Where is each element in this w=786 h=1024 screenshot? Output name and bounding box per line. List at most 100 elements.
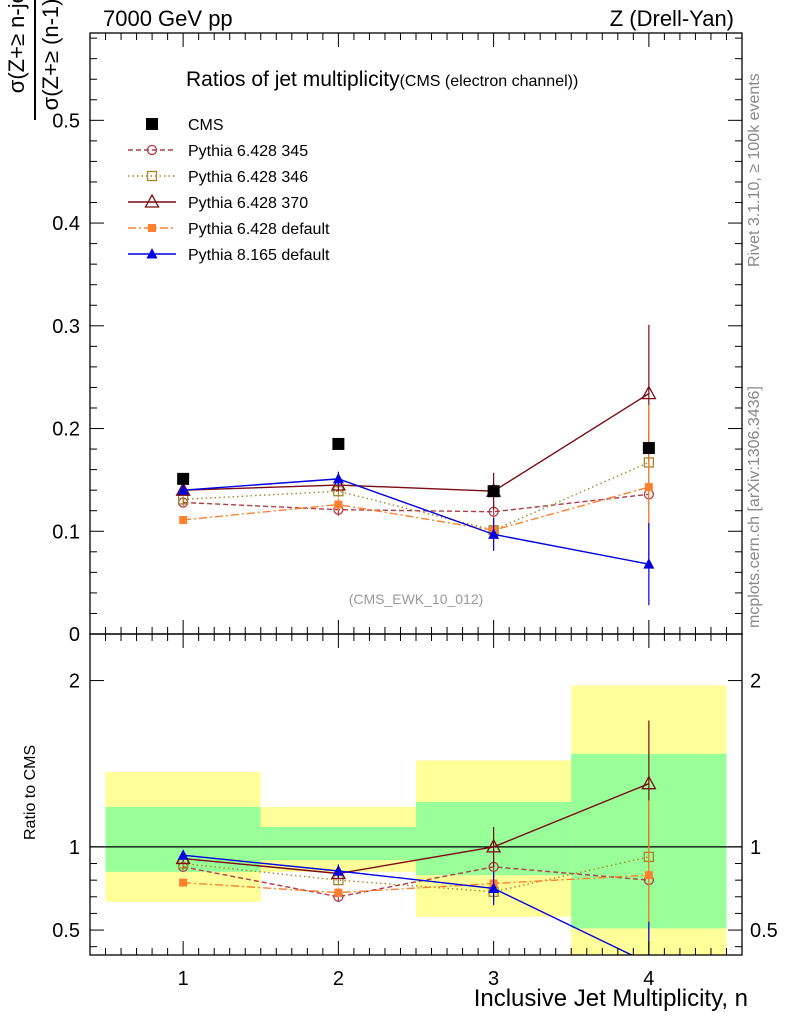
legend-marker-shape	[148, 224, 156, 232]
ratio-y-tick-label-left: 1	[69, 837, 80, 859]
ratio-point-pythia-8-165-default-shape	[177, 849, 189, 860]
main-y-tick-label: 0.5	[52, 110, 80, 132]
legend-marker	[146, 248, 158, 259]
x-tick-label: 1	[178, 968, 189, 990]
ratio-point-pythia-6-428-default-shape	[334, 888, 343, 897]
ratio-point-pythia-6-428-default	[334, 888, 343, 897]
main-data-points	[177, 437, 655, 498]
main-line-pythia-6-428-345	[183, 493, 649, 513]
main-point-pythia-8-165-default	[177, 484, 189, 495]
data-point-cms-shape	[332, 437, 345, 450]
chart-title-main: Ratios of jet multiplicity	[186, 68, 400, 91]
ratio-point-pythia-6-428-370	[641, 775, 657, 790]
data-point-cms	[177, 472, 190, 485]
main-point-pythia-8-165-default-shape	[332, 472, 344, 484]
main-point-pythia-6-428-default	[644, 483, 653, 492]
main-y-tick-label: 0.2	[52, 419, 80, 441]
main-y-ticks	[90, 37, 742, 635]
ratio-point-pythia-8-165-default	[177, 849, 189, 860]
ratio-point-pythia-8-165-default-shape	[332, 865, 344, 876]
main-point-pythia-6-428-370	[175, 481, 191, 496]
main-y-tick-label: 0.4	[52, 213, 80, 235]
ratio-point-pythia-6-428-370-shape	[641, 775, 657, 790]
ratio-point-pythia-6-428-default-shape	[179, 878, 188, 887]
ratio-point-pythia-6-428-default	[644, 871, 653, 880]
main-point-pythia-8-165-default-shape	[643, 558, 655, 569]
main-point-pythia-6-428-default	[179, 515, 188, 524]
legend-label: Pythia 6.428 345	[188, 143, 308, 160]
analysis-watermark: (CMS_EWK_10_012)	[349, 591, 484, 607]
data-point-cms	[332, 437, 345, 450]
main-point-pythia-6-428-370-shape	[175, 481, 191, 496]
main-point-pythia-8-165-default-shape	[488, 528, 500, 539]
main-point-pythia-6-428-370	[330, 476, 346, 491]
ratio-point-pythia-6-428-370	[486, 838, 502, 853]
main-y-tick-label: 0.3	[52, 316, 80, 338]
data-point-cms	[487, 485, 500, 498]
x-ticks	[105, 33, 727, 955]
legend-marker	[146, 118, 158, 130]
legend-marker-shape	[146, 144, 158, 156]
legend-marker-shape	[146, 170, 158, 182]
ratio-line-pythia-6-428-default	[183, 874, 649, 894]
ratio-y-tick-label-left: 2	[69, 671, 80, 693]
ratio-point-pythia-8-165-default	[332, 865, 344, 876]
main-point-pythia-6-428-370-shape	[641, 385, 657, 400]
ratio-y-ticks	[90, 680, 742, 948]
main-line-pythia-6-428-346	[183, 461, 650, 531]
main-point-pythia-6-428-default	[334, 500, 343, 509]
ratio-series-pythia-8-165-default	[177, 849, 654, 968]
uncertainty-band-green	[260, 826, 416, 861]
ratio-point-pythia-8-165-default	[643, 957, 654, 968]
ratio-y-tick-label-left: 0.5	[52, 920, 80, 942]
main-y-tick-label: 0	[69, 624, 80, 646]
legend-label: Pythia 6.428 default	[188, 221, 330, 238]
main-point-pythia-6-428-default-shape	[334, 500, 343, 509]
legend: CMS Pythia 6.428 345 Pythia 6.428 346 Pythi…	[128, 117, 330, 264]
data-point-cms-shape	[642, 442, 655, 455]
legend-marker-shape	[146, 118, 158, 130]
legend-label: Pythia 6.428 346	[188, 169, 308, 186]
main-series-pythia-6-428-345	[177, 432, 655, 556]
ratio-point-pythia-6-428-default	[179, 878, 188, 887]
main-series-pythia-6-428-370	[175, 324, 657, 510]
main-line-pythia-8-165-default	[183, 478, 649, 565]
legend-label: CMS	[188, 117, 224, 134]
ratio-bands	[105, 685, 727, 955]
main-point-pythia-8-165-default	[643, 558, 655, 569]
main-series-pythia-8-165-default	[177, 471, 655, 606]
main-point-pythia-8-165-default	[488, 528, 500, 539]
chart-title: Ratios of jet multiplicity(CMS (electron…	[186, 68, 578, 91]
ratio-point-pythia-8-165-default-shape	[488, 882, 500, 893]
header-left-label: 7000 GeV pp	[103, 6, 233, 31]
ratio-point-pythia-6-428-default-shape	[644, 871, 653, 880]
main-point-pythia-6-428-370	[641, 385, 657, 400]
data-point-cms-shape	[487, 485, 500, 498]
main-point-pythia-6-428-default-shape	[179, 515, 188, 524]
legend-label: Pythia 8.165 default	[188, 247, 330, 264]
legend-marker-shape	[144, 193, 160, 208]
legend-marker	[146, 170, 158, 182]
ratio-point-pythia-6-428-370-shape	[486, 838, 502, 853]
data-point-cms-shape	[177, 472, 190, 485]
header-right-label: Z (Drell-Yan)	[609, 6, 734, 31]
x-axis-label: Inclusive Jet Multiplicity, n	[473, 985, 748, 1012]
main-point-pythia-6-428-default-shape	[644, 483, 653, 492]
ratio-line-pythia-6-428-370	[183, 783, 650, 875]
main-line-pythia-6-428-370	[183, 393, 650, 492]
main-point-pythia-6-428-370-shape	[330, 476, 346, 491]
ratio-y-tick-label-right: 1	[750, 837, 761, 859]
ratio-line-pythia-8-165-default	[183, 854, 634, 955]
main-series-pythia-6-428-346	[177, 411, 655, 541]
ratio-point-pythia-8-165-default-shape	[643, 957, 654, 968]
data-point-cms	[642, 442, 655, 455]
legend-marker	[148, 224, 156, 232]
main-line-pythia-6-428-default	[183, 486, 650, 531]
legend-marker	[144, 193, 160, 208]
main-y-tick-label: 0.1	[52, 521, 80, 543]
ratio-y-tick-label-right: 0.5	[750, 920, 778, 942]
ratio-point-pythia-8-165-default	[488, 882, 500, 893]
chart-subtitle: (CMS (electron channel))	[400, 73, 579, 90]
main-point-pythia-8-165-default	[332, 472, 344, 484]
